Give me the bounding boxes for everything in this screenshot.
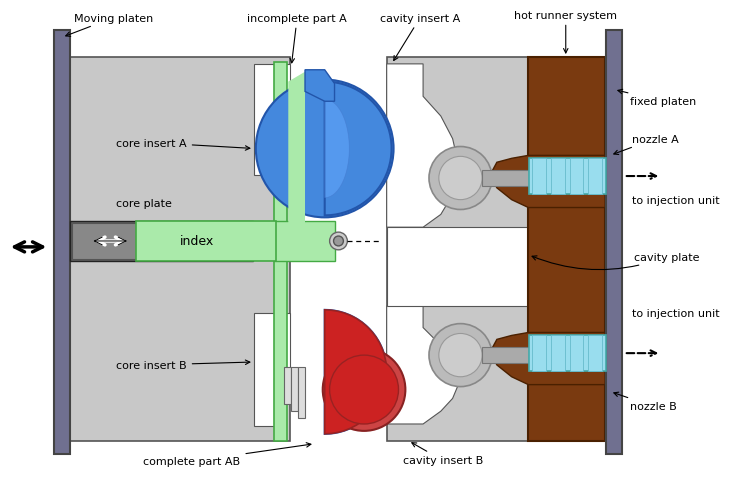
Text: cavity insert A: cavity insert A (380, 13, 461, 61)
Bar (528, 58, 605, 441)
Circle shape (429, 147, 492, 210)
Bar (274, 222, 334, 261)
Text: core plate: core plate (116, 198, 172, 208)
Circle shape (330, 233, 348, 250)
Text: complete part AB: complete part AB (143, 443, 311, 467)
Polygon shape (254, 313, 290, 426)
Bar (70, 222, 253, 261)
Text: nozzle B: nozzle B (614, 392, 677, 411)
Bar (529, 159, 606, 194)
Bar (72, 224, 251, 259)
Text: cavity insert B: cavity insert B (403, 443, 483, 466)
Bar (551, 336, 565, 371)
Polygon shape (325, 310, 387, 434)
Polygon shape (387, 65, 458, 228)
Polygon shape (325, 310, 387, 434)
Text: to injection unit: to injection unit (632, 195, 720, 205)
Circle shape (429, 324, 492, 387)
Polygon shape (305, 71, 334, 102)
Text: Moving platen: Moving platen (66, 13, 153, 37)
Circle shape (256, 81, 393, 218)
Circle shape (439, 157, 482, 200)
Bar (482, 348, 529, 363)
Bar (136, 222, 275, 261)
Bar (551, 159, 565, 194)
Bar (606, 31, 622, 454)
Bar (570, 159, 584, 194)
Polygon shape (490, 333, 605, 385)
Circle shape (439, 334, 482, 377)
Circle shape (334, 237, 343, 246)
Bar (588, 159, 602, 194)
Bar (54, 31, 70, 454)
Bar (284, 367, 292, 405)
Bar (70, 58, 290, 441)
Text: nozzle A: nozzle A (614, 134, 678, 155)
Text: cavity plate: cavity plate (532, 252, 699, 270)
Bar (292, 367, 298, 411)
Bar (298, 367, 305, 418)
Text: to injection unit: to injection unit (632, 308, 720, 318)
Bar (529, 336, 606, 371)
Bar (588, 336, 602, 371)
Polygon shape (387, 306, 458, 424)
Text: fixed platen: fixed platen (618, 90, 696, 107)
Bar (482, 171, 529, 187)
Bar (387, 58, 528, 441)
Text: index: index (179, 235, 214, 248)
Circle shape (323, 348, 405, 431)
Text: hot runner system: hot runner system (514, 11, 617, 54)
Bar (532, 159, 546, 194)
Polygon shape (325, 83, 392, 216)
Bar (570, 336, 584, 371)
Bar (274, 63, 287, 441)
Bar (532, 336, 546, 371)
Polygon shape (325, 100, 349, 198)
Text: core insert B: core insert B (116, 360, 250, 370)
Polygon shape (289, 72, 305, 225)
Polygon shape (254, 65, 290, 176)
Text: core insert A: core insert A (116, 138, 250, 151)
Polygon shape (490, 156, 605, 208)
Circle shape (330, 355, 399, 424)
Bar (387, 228, 528, 306)
Text: incomplete part A: incomplete part A (247, 13, 347, 64)
